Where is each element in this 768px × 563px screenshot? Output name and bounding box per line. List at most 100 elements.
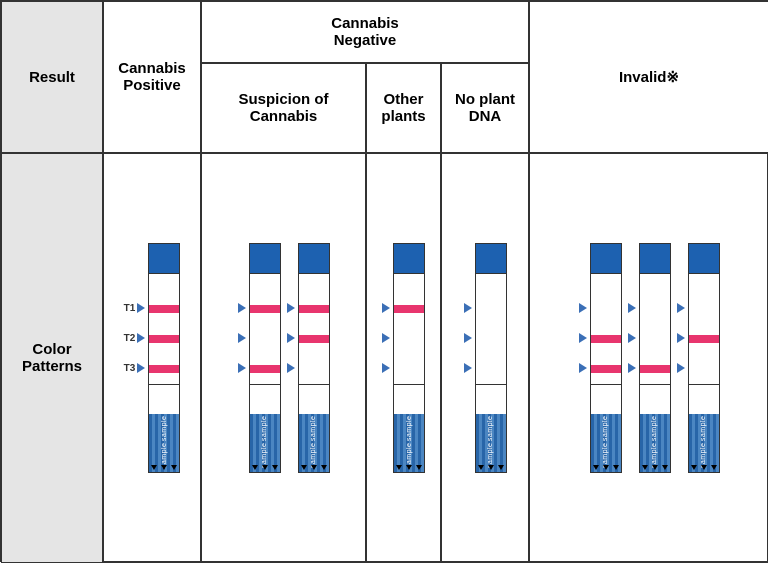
arrow-icon: [464, 303, 472, 313]
patterns-invalid: samplesample samplesample samplesample: [529, 153, 768, 563]
strip-window: [250, 274, 280, 385]
arrow-icon: [579, 333, 587, 343]
header-noplant: No plant DNA: [441, 63, 529, 153]
band-arrows: [628, 243, 636, 383]
band-T2: [299, 335, 329, 343]
test-strip: T1T2T3 samplesample: [124, 243, 181, 473]
strip-base: samplesample: [591, 385, 621, 472]
arrow-icon: [628, 333, 636, 343]
band-T1: [250, 305, 280, 313]
arrow-icon: [628, 303, 636, 313]
band-arrows: [677, 243, 685, 383]
strip-body: samplesample: [475, 243, 507, 473]
patterns-positive: T1T2T3 samplesample: [103, 153, 201, 563]
arrow-icon: [137, 363, 145, 373]
patterns-noplant: samplesample: [441, 153, 529, 563]
band-T1: [149, 305, 179, 313]
test-strip: samplesample: [287, 243, 330, 473]
strip-base: samplesample: [640, 385, 670, 472]
strip-base: samplesample: [394, 385, 424, 472]
arrow-icon: [287, 303, 295, 313]
band-T2: [394, 335, 424, 343]
strip-window: [299, 274, 329, 385]
test-strip: samplesample: [382, 243, 425, 473]
band-T2: [689, 335, 719, 343]
arrow-icon: [238, 363, 246, 373]
band-T3: [591, 365, 621, 373]
arrow-icon: [677, 363, 685, 373]
arrow-icon: [287, 363, 295, 373]
header-invalid: Invalid※: [529, 1, 768, 153]
strip-cap: [591, 244, 621, 274]
sample-label: samplesample: [487, 416, 494, 468]
strip-cap: [299, 244, 329, 274]
strip-window: [689, 274, 719, 385]
strip-base: samplesample: [689, 385, 719, 472]
band-T3: [689, 365, 719, 373]
sample-label: samplesample: [406, 416, 413, 468]
strip-base: samplesample: [149, 385, 179, 472]
strip-window: [476, 274, 506, 385]
band-T3: [476, 365, 506, 373]
arrow-icon: [238, 333, 246, 343]
strip-base: samplesample: [476, 385, 506, 472]
test-strip: samplesample: [238, 243, 281, 473]
strip-body: samplesample: [393, 243, 425, 473]
strip-body: samplesample: [590, 243, 622, 473]
header-patterns: Color Patterns: [1, 153, 103, 563]
arrow-icon: [382, 363, 390, 373]
band-T2: [591, 335, 621, 343]
arrow-icon: [677, 303, 685, 313]
band-T1: [476, 305, 506, 313]
strip-body: samplesample: [639, 243, 671, 473]
arrow-icon: [382, 303, 390, 313]
header-suspicion: Suspicion of Cannabis: [201, 63, 366, 153]
band-T3: [149, 365, 179, 373]
test-strip: samplesample: [628, 243, 671, 473]
arrow-icon: [677, 333, 685, 343]
band-T3: [640, 365, 670, 373]
arrow-icon: [464, 333, 472, 343]
strip-body: samplesample: [249, 243, 281, 473]
band-T2: [476, 335, 506, 343]
arrow-icon: [137, 333, 145, 343]
strip-body: samplesample: [298, 243, 330, 473]
strip-cap: [640, 244, 670, 274]
header-negative-group: Cannabis Negative: [201, 1, 529, 63]
strip-cap: [394, 244, 424, 274]
band-labels: T1T2T3: [124, 243, 136, 383]
result-table: Result Color Patterns Cannabis Positive …: [0, 0, 768, 562]
arrow-icon: [238, 303, 246, 313]
strip-cap: [476, 244, 506, 274]
band-T1: [299, 305, 329, 313]
header-other: Other plants: [366, 63, 441, 153]
arrow-icon: [464, 363, 472, 373]
arrow-icon: [287, 333, 295, 343]
sample-label: samplesample: [700, 416, 707, 468]
strip-body: samplesample: [148, 243, 180, 473]
band-T1: [640, 305, 670, 313]
sample-label: samplesample: [651, 416, 658, 468]
band-T1: [689, 305, 719, 313]
arrow-icon: [579, 363, 587, 373]
strip-window: [394, 274, 424, 385]
strip-body: samplesample: [688, 243, 720, 473]
header-positive: Cannabis Positive: [103, 1, 201, 153]
band-T2: [250, 335, 280, 343]
arrow-icon: [628, 363, 636, 373]
arrow-icon: [137, 303, 145, 313]
patterns-suspicion: samplesample samplesample: [201, 153, 366, 563]
band-arrows: [287, 243, 295, 383]
band-arrows: [137, 243, 145, 383]
band-arrows: [238, 243, 246, 383]
sample-label: samplesample: [310, 416, 317, 468]
band-T2: [640, 335, 670, 343]
band-T1: [394, 305, 424, 313]
patterns-other: samplesample: [366, 153, 441, 563]
strip-base: samplesample: [299, 385, 329, 472]
strip-window: [149, 274, 179, 385]
strip-base: samplesample: [250, 385, 280, 472]
sample-label: samplesample: [261, 416, 268, 468]
strip-window: [591, 274, 621, 385]
strip-cap: [689, 244, 719, 274]
